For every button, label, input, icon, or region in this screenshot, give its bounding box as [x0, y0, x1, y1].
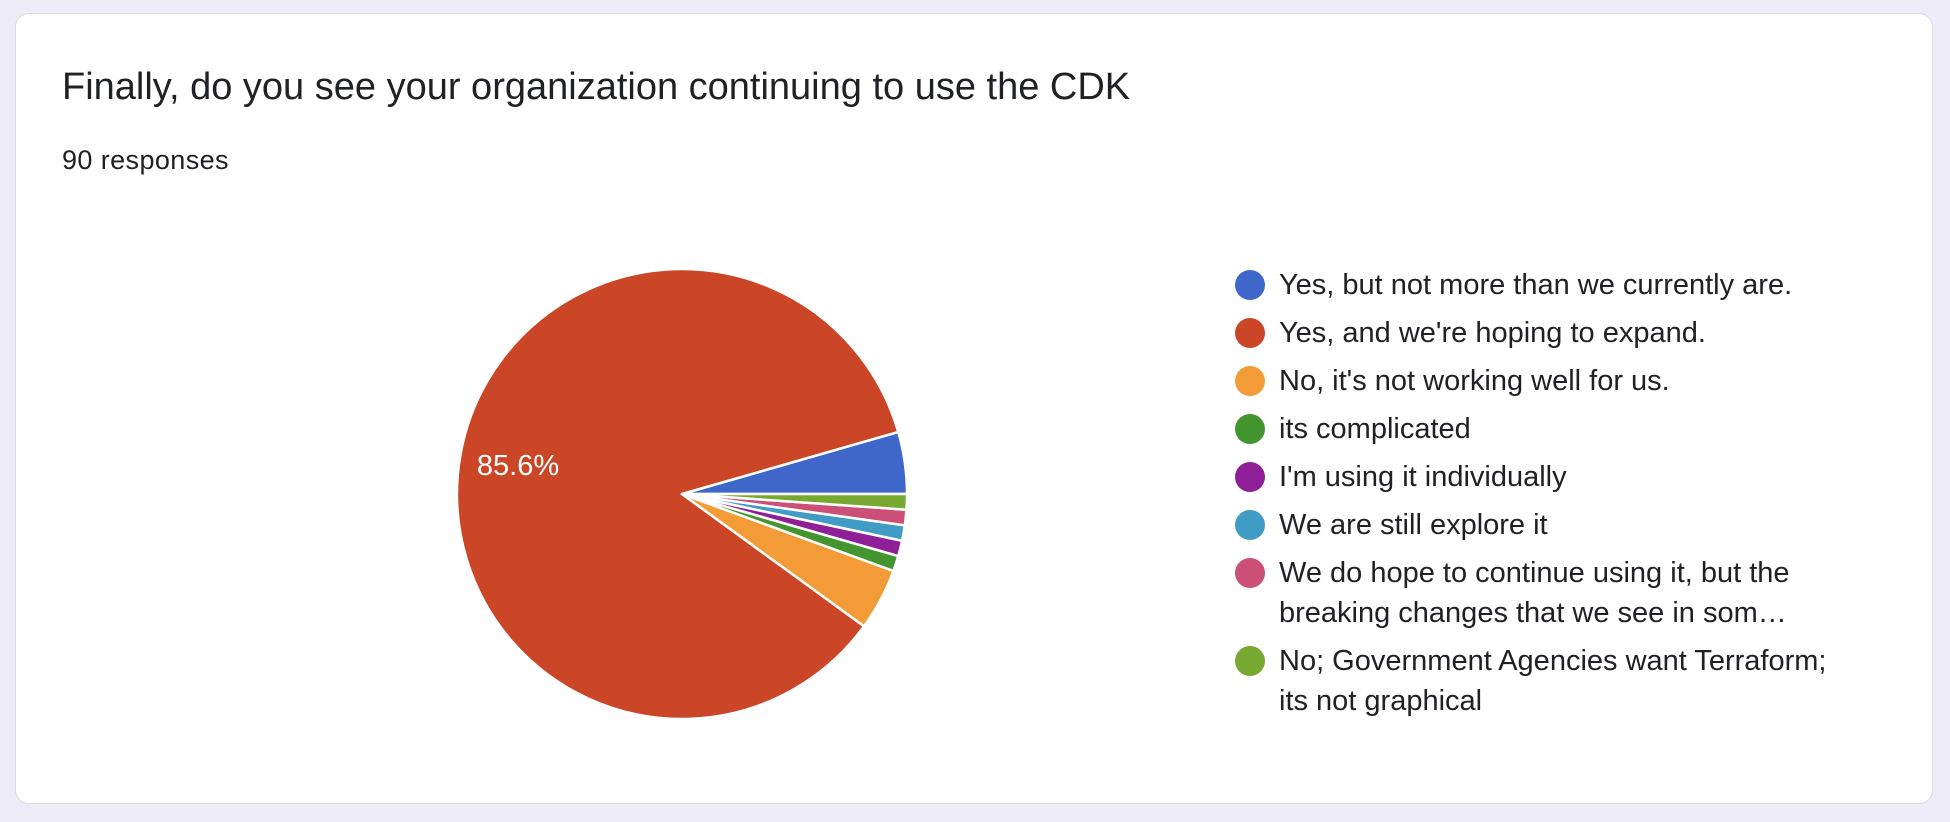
- legend: Yes, but not more than we currently are.…: [1235, 265, 1875, 729]
- legend-label: I'm using it individually: [1279, 461, 1567, 493]
- legend-label: No, it's not working well for us.: [1279, 365, 1670, 397]
- response-count: 90 responses: [62, 145, 229, 175]
- legend-label: We do hope to continue using it, but the…: [1279, 557, 1790, 629]
- legend-item[interactable]: We do hope to continue using it, but the…: [1235, 553, 1875, 633]
- chart-card: [15, 13, 1933, 804]
- legend-dot: [1235, 462, 1265, 492]
- legend-dot: [1235, 366, 1265, 396]
- pie-slice[interactable]: [680, 492, 909, 511]
- legend-dot: [1235, 558, 1265, 588]
- pie-slice[interactable]: [455, 267, 900, 721]
- legend-label: Yes, and we're hoping to expand.: [1279, 317, 1706, 349]
- slice-percent-label: 85.6%: [477, 450, 559, 482]
- legend-dot: [1235, 646, 1265, 676]
- legend-dot: [1235, 510, 1265, 540]
- legend-item[interactable]: We are still explore it: [1235, 505, 1875, 545]
- legend-item[interactable]: Yes, but not more than we currently are.: [1235, 265, 1875, 305]
- legend-item[interactable]: No; Government Agencies want Terraform; …: [1235, 641, 1875, 721]
- legend-label: No; Government Agencies want Terraform; …: [1279, 645, 1827, 717]
- question-title: Finally, do you see your organization co…: [62, 66, 1131, 108]
- legend-item[interactable]: Yes, and we're hoping to expand.: [1235, 313, 1875, 353]
- legend-item[interactable]: No, it's not working well for us.: [1235, 361, 1875, 401]
- legend-item[interactable]: its complicated: [1235, 409, 1875, 449]
- legend-dot: [1235, 318, 1265, 348]
- legend-item[interactable]: I'm using it individually: [1235, 457, 1875, 497]
- legend-label: Yes, but not more than we currently are.: [1279, 269, 1793, 301]
- legend-label: We are still explore it: [1279, 509, 1548, 541]
- legend-dot: [1235, 270, 1265, 300]
- legend-label: its complicated: [1279, 413, 1471, 445]
- legend-dot: [1235, 414, 1265, 444]
